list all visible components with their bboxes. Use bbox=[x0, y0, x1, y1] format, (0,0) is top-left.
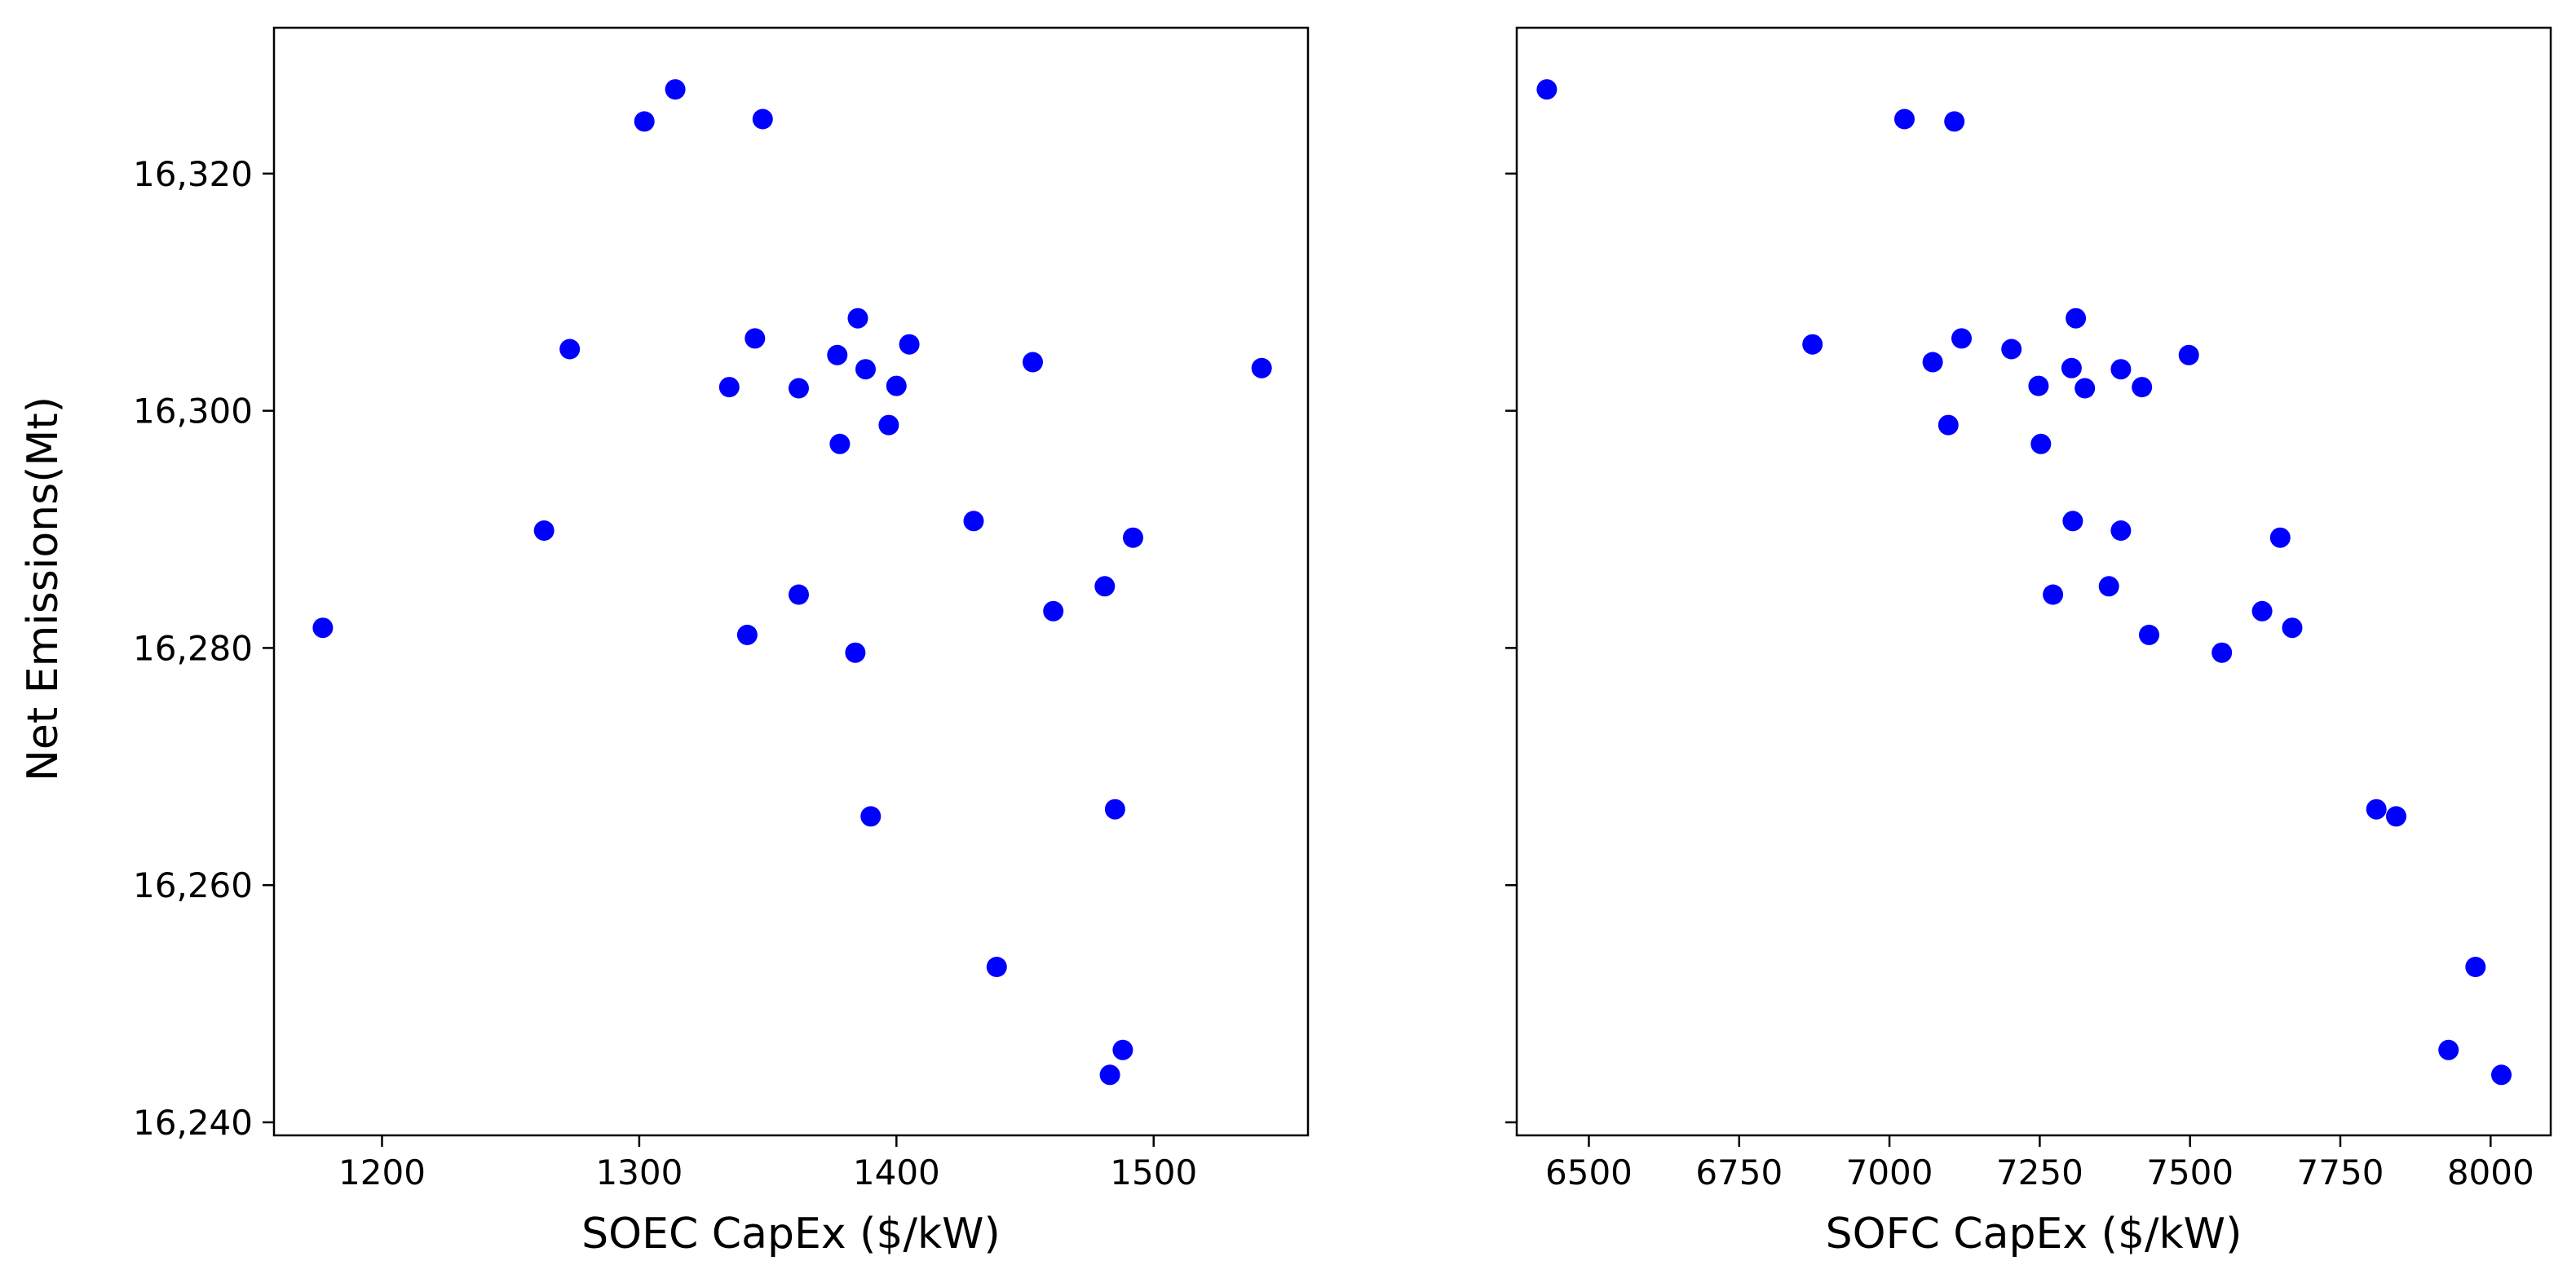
data-point bbox=[312, 617, 334, 639]
data-point bbox=[1922, 352, 1943, 373]
x-tick-label: 1300 bbox=[595, 1152, 683, 1192]
data-point bbox=[2030, 433, 2052, 454]
data-point bbox=[2366, 799, 2387, 820]
data-point bbox=[899, 334, 920, 355]
data-point bbox=[2269, 527, 2291, 548]
data-point bbox=[1938, 414, 1959, 436]
data-point bbox=[1951, 328, 1972, 349]
data-point bbox=[1802, 334, 1823, 355]
data-point bbox=[1536, 79, 1558, 100]
data-point bbox=[1023, 352, 1043, 373]
data-point bbox=[2282, 617, 2303, 639]
data-point bbox=[845, 642, 866, 663]
data-point bbox=[886, 375, 907, 396]
x-tick-label: 1500 bbox=[1110, 1152, 1197, 1192]
data-point bbox=[789, 584, 809, 605]
data-point bbox=[963, 511, 984, 532]
shared-y-axis-label: Net Emissions(Mt) bbox=[19, 396, 68, 781]
x-tick-label: 8000 bbox=[2447, 1152, 2534, 1192]
data-point bbox=[878, 414, 899, 436]
plot-frame bbox=[1515, 26, 2552, 1137]
plot-frame bbox=[272, 26, 1310, 1137]
x-tick-label: 1200 bbox=[338, 1152, 426, 1192]
data-point bbox=[827, 344, 848, 365]
data-point bbox=[665, 79, 686, 100]
x-tick-label: 7500 bbox=[2146, 1152, 2234, 1192]
x-tick-label: 6500 bbox=[1545, 1152, 1633, 1192]
data-point bbox=[1112, 1039, 1133, 1060]
data-point bbox=[789, 378, 809, 399]
data-point bbox=[2061, 357, 2082, 378]
data-point bbox=[718, 377, 740, 398]
data-point bbox=[860, 806, 881, 827]
left-scatter-panel: 1200 1300 1400 1500 16,240 16,260 16,280 16,300… bbox=[133, 26, 1310, 1259]
data-point bbox=[752, 108, 773, 130]
data-point bbox=[2001, 338, 2022, 360]
data-point bbox=[1123, 527, 1143, 548]
data-point bbox=[634, 111, 655, 132]
data-point bbox=[2132, 377, 2153, 398]
data-point bbox=[2098, 576, 2119, 597]
data-point bbox=[1944, 111, 1965, 132]
x-tick-label: 7000 bbox=[1846, 1152, 1933, 1192]
data-point bbox=[2438, 1039, 2459, 1060]
x-tick-label: 6750 bbox=[1695, 1152, 1783, 1192]
y-tick-label: 16,260 bbox=[133, 865, 253, 905]
data-point bbox=[855, 359, 876, 380]
data-point bbox=[2043, 584, 2064, 605]
data-point bbox=[2028, 375, 2049, 396]
y-tick-label: 16,320 bbox=[133, 154, 253, 194]
right-scatter-panel: 6500 6750 7000 7250 7500 7750 8000 SOFC CapEx (… bbox=[1505, 26, 2552, 1259]
x-tick-label: 7750 bbox=[2297, 1152, 2384, 1192]
data-point bbox=[2066, 307, 2087, 329]
data-point bbox=[2074, 378, 2096, 399]
data-point bbox=[847, 307, 868, 329]
data-point bbox=[1043, 600, 1064, 622]
data-point bbox=[2386, 806, 2406, 827]
data-point bbox=[2465, 957, 2486, 977]
data-point bbox=[1251, 357, 1272, 378]
data-point bbox=[559, 338, 581, 360]
data-point bbox=[1094, 576, 1116, 597]
data-point bbox=[533, 520, 555, 541]
data-point bbox=[745, 328, 766, 349]
y-tick-label: 16,300 bbox=[133, 392, 253, 431]
data-point bbox=[2062, 511, 2083, 532]
x-axis-label: SOFC CapEx ($/kW) bbox=[1826, 1210, 2242, 1259]
y-tick-label: 16,240 bbox=[133, 1103, 253, 1143]
data-point bbox=[2178, 344, 2199, 365]
data-point bbox=[2251, 600, 2273, 622]
data-point bbox=[2211, 642, 2233, 663]
y-tick-label: 16,280 bbox=[133, 628, 253, 668]
data-point bbox=[736, 624, 758, 645]
x-tick-label: 1400 bbox=[853, 1152, 940, 1192]
data-point bbox=[1099, 1064, 1120, 1086]
data-point bbox=[2491, 1064, 2512, 1086]
x-axis-label: SOEC CapEx ($/kW) bbox=[581, 1210, 1001, 1259]
data-point bbox=[2110, 359, 2132, 380]
data-point bbox=[2139, 624, 2159, 645]
data-point bbox=[1894, 108, 1915, 130]
x-tick-label: 7250 bbox=[1996, 1152, 2083, 1192]
data-point bbox=[986, 957, 1007, 977]
data-point bbox=[1104, 799, 1125, 820]
data-point bbox=[2110, 520, 2132, 541]
data-point bbox=[829, 433, 851, 454]
